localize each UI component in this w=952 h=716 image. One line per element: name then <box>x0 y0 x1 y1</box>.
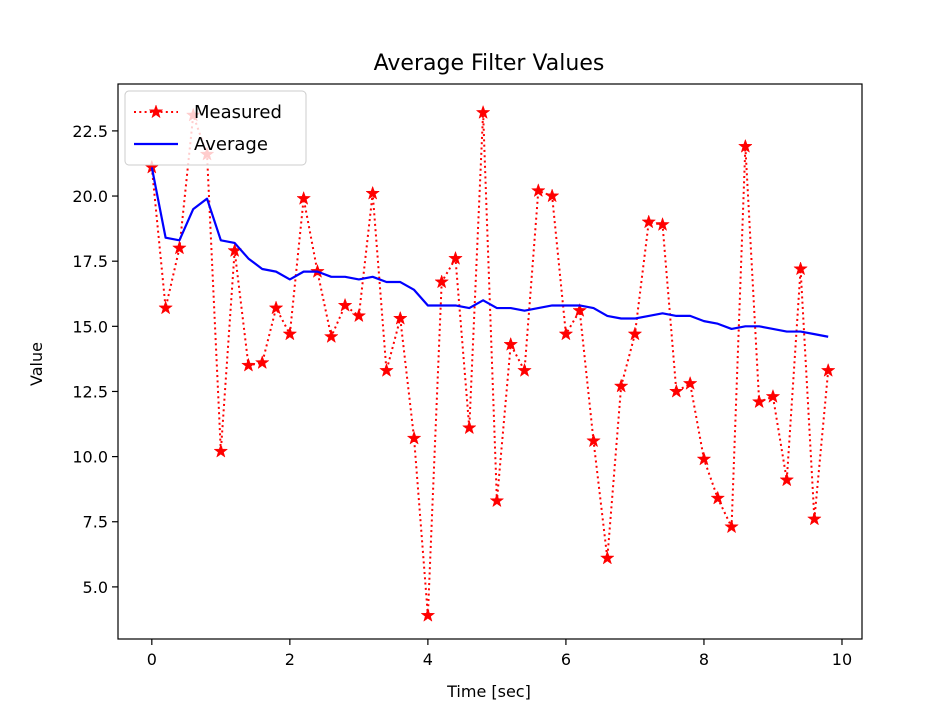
y-tick-label: 12.5 <box>72 382 108 401</box>
y-tick-label: 15.0 <box>72 317 108 336</box>
series-measured-point <box>420 607 436 622</box>
x-tick-label: 6 <box>561 650 571 669</box>
y-axis-label: Value <box>27 342 46 386</box>
legend-box <box>124 90 307 166</box>
series-measured-point <box>323 328 339 344</box>
y-tick-label: 22.5 <box>72 122 108 141</box>
series-measured-point <box>737 138 753 153</box>
series-measured-point <box>641 214 657 229</box>
series-measured-point <box>379 362 394 377</box>
series-measured-point <box>710 490 726 505</box>
legend-measured-label: Measured <box>194 102 282 123</box>
series-measured-point <box>365 185 381 200</box>
series-measured-point <box>779 472 795 487</box>
series-measured-point <box>172 240 187 255</box>
series-measured-point <box>820 362 836 377</box>
x-axis-label: Time [sec] <box>446 682 531 701</box>
series-measured-point <box>751 394 767 409</box>
x-tick-label: 4 <box>423 650 433 669</box>
series-measured-point <box>655 216 670 231</box>
series-measured-point <box>406 430 422 445</box>
legend-average-label: Average <box>194 134 268 155</box>
series-measured-point <box>282 326 298 341</box>
series-measured-point <box>351 308 367 323</box>
x-tick-label: 0 <box>147 650 157 669</box>
series-measured-point <box>599 550 615 565</box>
series-measured-point <box>392 310 408 325</box>
series-measured-point <box>682 375 698 390</box>
legend-measured-marker <box>148 104 164 119</box>
y-tick-label: 7.5 <box>83 513 108 532</box>
series-measured-point <box>158 300 174 315</box>
series-measured-point <box>530 183 546 198</box>
series-measured-point <box>558 326 574 341</box>
plot-area <box>144 104 836 622</box>
series-measured-point <box>337 297 353 312</box>
series-measured-point <box>461 420 477 435</box>
series-measured-point <box>448 250 463 265</box>
x-tick-label: 10 <box>832 650 852 669</box>
series-measured-point <box>627 326 643 341</box>
legend: Measured Average <box>124 90 307 166</box>
y-tick-label: 5.0 <box>83 578 108 597</box>
series-measured-point <box>517 362 532 377</box>
series-measured-point <box>613 378 629 393</box>
chart-title: Average Filter Values <box>374 51 605 76</box>
series-measured-point <box>544 188 560 203</box>
series-measured-point <box>793 261 808 276</box>
series-measured-point <box>268 300 284 315</box>
series-measured-point <box>475 104 491 119</box>
series-measured-point <box>806 511 822 526</box>
series-measured-point <box>241 357 256 372</box>
series-measured-point <box>572 302 588 317</box>
series-measured-point <box>213 443 229 458</box>
series-measured-point <box>724 519 739 534</box>
x-tick-label: 2 <box>285 650 295 669</box>
series-average-line <box>150 167 829 338</box>
series-measured-point <box>668 383 684 398</box>
x-tick-label: 8 <box>699 650 709 669</box>
series-measured-point <box>503 336 519 351</box>
series-measured-point <box>696 451 712 466</box>
series-measured-point <box>765 388 781 403</box>
series-measured-point <box>586 433 601 448</box>
y-tick-label: 20.0 <box>72 187 108 206</box>
series-measured-point <box>434 274 450 289</box>
y-tick-label: 10.0 <box>72 448 108 467</box>
series-measured-point <box>489 493 505 508</box>
axes-frame <box>117 83 863 640</box>
series-measured-point <box>254 355 270 370</box>
series-measured-point <box>296 190 312 205</box>
y-tick-label: 17.5 <box>72 252 108 271</box>
axes: 0 2 4 6 8 10 5.0 7.5 10.0 12.5 15.0 17.5 20.0 22.5 <box>72 83 863 669</box>
